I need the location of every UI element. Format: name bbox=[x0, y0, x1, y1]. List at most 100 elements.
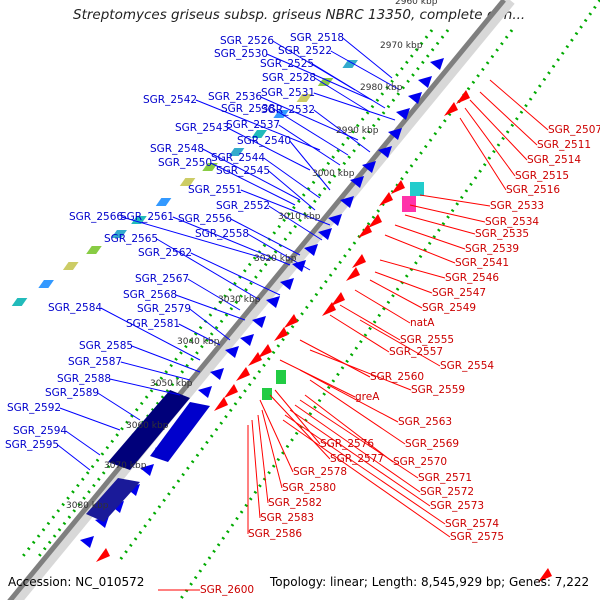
gene-label-sgr-2507[interactable]: SGR_2507 bbox=[548, 124, 600, 136]
gene-label-sgr-2563[interactable]: SGR_2563 bbox=[398, 416, 452, 428]
forward-gene-glyph[interactable] bbox=[210, 368, 224, 380]
forward-gene-block[interactable] bbox=[296, 94, 313, 102]
gene-label-sgr-2528[interactable]: SGR_2528 bbox=[262, 72, 316, 84]
forward-gene-glyph[interactable] bbox=[396, 108, 410, 120]
gene-label-sgr-2515[interactable]: SGR_2515 bbox=[515, 170, 569, 182]
gene-label-sgr-2566[interactable]: SGR_2566 bbox=[69, 211, 123, 223]
reverse-gene-glyph[interactable] bbox=[248, 352, 262, 366]
gene-label-sgr-2584[interactable]: SGR_2584 bbox=[48, 302, 102, 314]
gene-label-sgr-2525[interactable]: SGR_2525 bbox=[260, 58, 314, 70]
gene-label-sgr-2574[interactable]: SGR_2574 bbox=[445, 518, 499, 530]
gene-label-sgr-2552[interactable]: SGR_2552 bbox=[216, 200, 270, 212]
gene-label-sgr-2565[interactable]: SGR_2565 bbox=[104, 233, 158, 245]
gene-label-sgr-2573[interactable]: SGR_2573 bbox=[430, 500, 484, 512]
forward-gene-glyph[interactable] bbox=[80, 536, 94, 548]
gene-label-sgr-2540[interactable]: SGR_2540 bbox=[237, 135, 291, 147]
forward-gene-block[interactable] bbox=[86, 246, 102, 254]
gene-label-sgr-2531[interactable]: SGR_2531 bbox=[261, 87, 315, 99]
gene-label-sgr-2548[interactable]: SGR_2548 bbox=[150, 143, 204, 155]
forward-gene-block[interactable] bbox=[62, 262, 79, 270]
large-forward-block[interactable] bbox=[150, 402, 210, 462]
gene-label-grea[interactable]: greA bbox=[355, 391, 380, 403]
reverse-gene-block[interactable] bbox=[276, 370, 286, 384]
gene-label-sgr-2560[interactable]: SGR_2560 bbox=[370, 371, 424, 383]
gene-label-sgr-2535[interactable]: SGR_2535 bbox=[475, 228, 529, 240]
reverse-gene-glyph[interactable] bbox=[368, 214, 382, 228]
gene-label-sgr-2545[interactable]: SGR_2545 bbox=[216, 165, 270, 177]
forward-gene-glyph[interactable] bbox=[388, 128, 402, 140]
gene-label-sgr-2522[interactable]: SGR_2522 bbox=[278, 45, 332, 57]
forward-gene-block[interactable] bbox=[38, 280, 54, 288]
reverse-gene-glyph[interactable] bbox=[236, 367, 250, 381]
gene-label-sgr-2549[interactable]: SGR_2549 bbox=[422, 302, 476, 314]
large-forward-block[interactable] bbox=[86, 478, 140, 522]
gene-label-sgr-2536[interactable]: SGR_2536 bbox=[208, 91, 262, 103]
gene-label-sgr-2568[interactable]: SGR_2568 bbox=[123, 289, 177, 301]
forward-gene-glyph[interactable] bbox=[266, 296, 280, 308]
reverse-gene-glyph[interactable] bbox=[391, 180, 405, 194]
gene-label-sgr-2551[interactable]: SGR_2551 bbox=[188, 184, 242, 196]
gene-label-sgr-2582[interactable]: SGR_2582 bbox=[268, 497, 322, 509]
reverse-gene-glyph[interactable] bbox=[96, 548, 110, 562]
forward-gene-glyph[interactable] bbox=[240, 334, 254, 346]
gene-label-sgr-2546[interactable]: SGR_2546 bbox=[445, 272, 499, 284]
forward-gene-glyph[interactable] bbox=[362, 161, 376, 173]
forward-gene-glyph[interactable] bbox=[198, 386, 212, 398]
gene-label-sgr-2592[interactable]: SGR_2592 bbox=[7, 402, 61, 414]
forward-gene-block[interactable] bbox=[251, 130, 267, 138]
forward-gene-block[interactable] bbox=[111, 230, 127, 238]
forward-gene-block[interactable] bbox=[179, 178, 196, 186]
forward-gene-block[interactable] bbox=[11, 298, 28, 306]
gene-label-sgr-2539[interactable]: SGR_2539 bbox=[465, 243, 519, 255]
large-forward-block[interactable] bbox=[108, 390, 190, 470]
forward-gene-glyph[interactable] bbox=[280, 278, 294, 290]
reverse-gene-glyph[interactable] bbox=[284, 314, 298, 328]
gene-label-sgr-2587[interactable]: SGR_2587 bbox=[68, 356, 122, 368]
forward-gene-block[interactable] bbox=[228, 148, 245, 156]
gene-label-sgr-2562[interactable]: SGR_2562 bbox=[138, 247, 192, 259]
gene-label-sgr-2518[interactable]: SGR_2518 bbox=[290, 32, 344, 44]
gene-label-sgr-2572[interactable]: SGR_2572 bbox=[420, 486, 474, 498]
forward-gene-glyph[interactable] bbox=[418, 76, 432, 88]
reverse-gene-glyph[interactable] bbox=[358, 224, 372, 238]
forward-gene-glyph[interactable] bbox=[328, 214, 342, 226]
gene-label-sgr-2571[interactable]: SGR_2571 bbox=[418, 472, 472, 484]
forward-gene-block[interactable] bbox=[131, 216, 147, 224]
gene-label-sgr-2589[interactable]: SGR_2589 bbox=[45, 387, 99, 399]
forward-gene-glyph[interactable] bbox=[292, 260, 306, 272]
gene-label-sgr-2586[interactable]: SGR_2586 bbox=[248, 528, 302, 540]
gene-label-sgr-2555[interactable]: SGR_2555 bbox=[400, 334, 454, 346]
gene-label-sgr-2577[interactable]: SGR_2577 bbox=[330, 453, 384, 465]
gene-label-sgr-2578[interactable]: SGR_2578 bbox=[293, 466, 347, 478]
gene-label-sgr-2543[interactable]: SGR_2543 bbox=[175, 122, 229, 134]
gene-label-sgr-2516[interactable]: SGR_2516 bbox=[506, 184, 560, 196]
forward-gene-glyph[interactable] bbox=[140, 464, 154, 476]
reverse-gene-glyph[interactable] bbox=[322, 302, 336, 316]
forward-gene-glyph[interactable] bbox=[340, 196, 354, 208]
gene-label-sgr-2575[interactable]: SGR_2575 bbox=[450, 531, 504, 543]
forward-gene-glyph[interactable] bbox=[318, 228, 332, 240]
gene-label-sgr-2530[interactable]: SGR_2530 bbox=[214, 48, 268, 60]
gene-label-sgr-2581[interactable]: SGR_2581 bbox=[126, 318, 180, 330]
reverse-gene-glyph[interactable] bbox=[538, 568, 552, 582]
gene-label-sgr-2579[interactable]: SGR_2579 bbox=[137, 303, 191, 315]
gene-label-sgr-2541[interactable]: SGR_2541 bbox=[455, 257, 509, 269]
gene-label-sgr-2557[interactable]: SGR_2557 bbox=[389, 346, 443, 358]
gene-label-sgr-2547[interactable]: SGR_2547 bbox=[432, 287, 486, 299]
gene-label-sgr-2570[interactable]: SGR_2570 bbox=[393, 456, 447, 468]
gene-label-sgr-2514[interactable]: SGR_2514 bbox=[527, 154, 581, 166]
forward-gene-glyph[interactable] bbox=[225, 346, 239, 358]
gene-label-sgr-2561[interactable]: SGR_2561 bbox=[120, 211, 174, 223]
gene-label-sgr-2526[interactable]: SGR_2526 bbox=[220, 35, 274, 47]
gene-label-sgr-2559[interactable]: SGR_2559 bbox=[411, 384, 465, 396]
gene-label-sgr-2544[interactable]: SGR_2544 bbox=[211, 152, 265, 164]
reverse-gene-glyph[interactable] bbox=[444, 102, 458, 116]
forward-gene-glyph[interactable] bbox=[430, 58, 444, 70]
gene-label-sgr-2556[interactable]: SGR_2556 bbox=[178, 213, 232, 225]
gene-label-sgr-2537[interactable]: SGR_2537 bbox=[226, 119, 280, 131]
reverse-gene-glyph[interactable] bbox=[456, 90, 470, 104]
gene-label-sgr-2538[interactable]: SGR_2538 bbox=[221, 103, 275, 115]
gene-label-sgr-2554[interactable]: SGR_2554 bbox=[440, 360, 494, 372]
forward-gene-glyph[interactable] bbox=[378, 146, 392, 158]
forward-gene-glyph[interactable] bbox=[252, 316, 266, 328]
